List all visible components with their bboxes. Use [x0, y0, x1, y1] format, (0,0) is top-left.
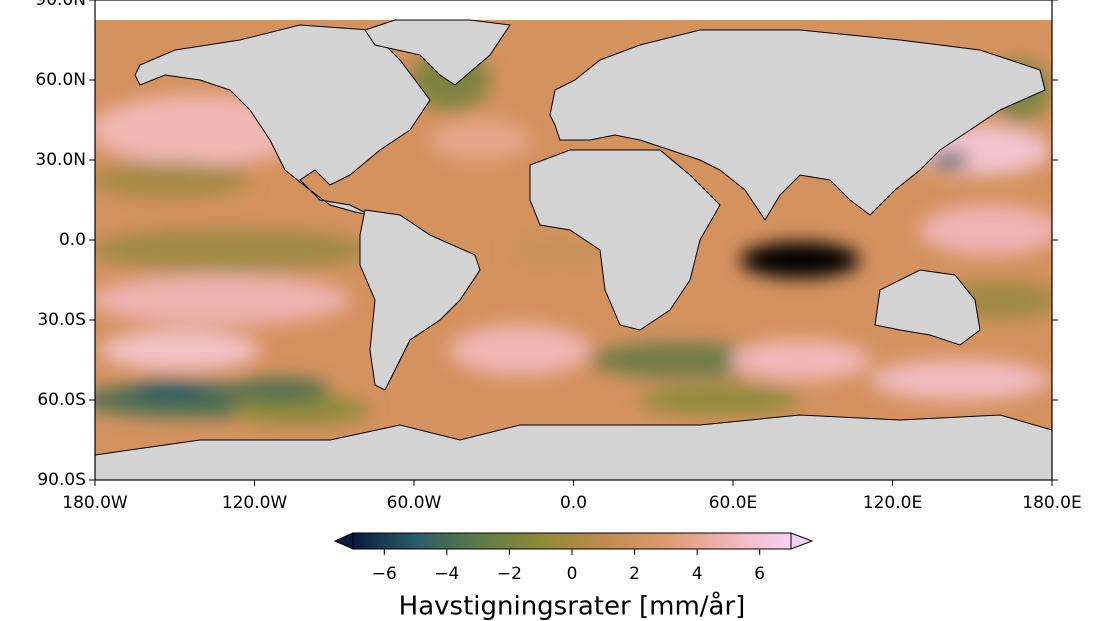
australia	[874, 269, 981, 346]
x-tick-label: 60.0W	[387, 493, 442, 513]
colorbar-tick-label: −6	[372, 564, 397, 584]
colorbar: −6 −4 −2 0 2 4 6	[333, 532, 814, 584]
y-tick-label: 60.0S	[37, 390, 86, 410]
colorbar-tick-label: 6	[754, 564, 765, 584]
map-area	[95, 0, 1052, 480]
colorbar-extend-high	[790, 532, 814, 550]
y-tick-label: 0.0	[59, 230, 86, 250]
colorbar-tick-label: 2	[629, 564, 640, 584]
eurasia	[549, 29, 1046, 221]
colorbar-label: Havstigningsrater [mm/år]	[399, 591, 746, 621]
south-america	[359, 209, 481, 391]
y-tick-label: 30.0N	[35, 150, 86, 170]
colorbar-tick-label: 4	[692, 564, 703, 584]
colorbar-tick-label: 0	[567, 564, 578, 584]
y-tick-label: 90.0S	[37, 470, 86, 490]
axes: 180.0W 120.0W 60.0W 0.0 60.0E 120.0E 180.0E 90.…	[35, 0, 1082, 513]
x-tick-label: 0.0	[560, 493, 587, 513]
antarctica	[95, 414, 1052, 480]
x-tick-label: 120.0W	[222, 493, 288, 513]
africa	[529, 149, 721, 331]
x-tick-label: 60.0E	[709, 493, 758, 513]
y-tick-label: 90.0N	[35, 0, 86, 10]
x-tick-label: 180.0W	[62, 493, 128, 513]
x-tick-label: 120.0E	[863, 493, 922, 513]
land	[95, 19, 1052, 480]
y-tick-label: 60.0N	[35, 70, 86, 90]
colorbar-extend-low	[333, 532, 354, 550]
x-tick-label: 180.0E	[1022, 493, 1081, 513]
greenland	[364, 19, 511, 86]
arctic-blank	[95, 0, 1052, 20]
colorbar-tick-label: −2	[497, 564, 522, 584]
colorbar-bar	[352, 532, 792, 550]
y-tick-label: 30.0S	[37, 310, 86, 330]
colorbar-tick-label: −4	[434, 564, 459, 584]
